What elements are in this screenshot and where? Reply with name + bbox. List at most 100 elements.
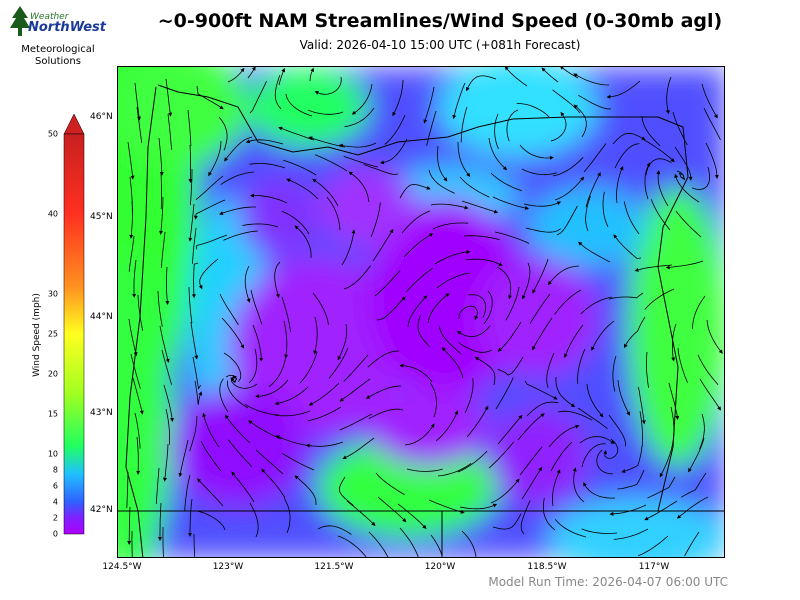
lat-label-44: 44°N xyxy=(90,312,113,322)
streamline xyxy=(230,375,258,389)
streamline xyxy=(616,165,624,204)
streamline xyxy=(202,412,220,448)
streamline xyxy=(494,113,499,150)
streamline xyxy=(547,265,580,286)
streamline xyxy=(701,83,718,119)
streamline xyxy=(703,107,721,141)
streamline xyxy=(218,116,228,151)
streamline xyxy=(691,166,711,191)
streamline xyxy=(429,382,437,418)
streamline xyxy=(188,144,193,183)
streamline xyxy=(546,352,555,388)
streamline xyxy=(460,106,468,143)
streamline xyxy=(178,439,189,478)
streamline xyxy=(314,76,342,95)
streamline xyxy=(314,154,348,172)
streamline xyxy=(190,169,193,206)
colorbar-tick-0: 0 xyxy=(52,529,58,539)
streamline xyxy=(680,472,707,498)
streamline xyxy=(351,83,373,115)
streamline xyxy=(165,78,173,117)
streamline xyxy=(136,436,141,475)
streamline xyxy=(196,234,228,250)
streamline xyxy=(612,132,646,145)
streamline xyxy=(341,229,356,266)
streamline xyxy=(483,290,493,325)
streamline xyxy=(158,137,164,176)
streamline xyxy=(368,531,389,557)
colorbar-tick-2: 2 xyxy=(52,513,58,523)
streamline xyxy=(157,290,163,327)
streamline xyxy=(543,497,556,531)
streamline xyxy=(189,415,198,452)
streamline xyxy=(195,175,224,201)
streamline xyxy=(165,408,170,445)
streamline xyxy=(132,259,137,298)
streamline xyxy=(556,205,578,236)
streamline xyxy=(312,292,329,326)
streamline xyxy=(127,141,135,180)
streamline xyxy=(343,155,379,168)
streamline xyxy=(430,203,469,210)
streamline xyxy=(497,321,522,352)
streamline xyxy=(417,315,431,348)
idaho-border xyxy=(657,116,689,512)
coastline xyxy=(125,86,157,557)
streamline xyxy=(675,210,702,238)
streamline xyxy=(283,320,289,359)
lon-label-121-5: 121.5°W xyxy=(314,562,354,572)
streamline xyxy=(456,325,491,337)
logo-word-northwest: NorthWest xyxy=(28,20,106,35)
lon-label-118-5: 118.5°W xyxy=(527,562,567,572)
streamline xyxy=(160,231,166,268)
streamline xyxy=(438,326,462,355)
streamline xyxy=(368,408,404,419)
streamline xyxy=(250,193,288,204)
streamline xyxy=(525,227,562,233)
valid-time: Valid: 2026-04-10 15:00 UTC (+081h Forec… xyxy=(299,38,581,52)
streamline xyxy=(192,356,202,390)
streamline xyxy=(578,94,612,110)
streamline xyxy=(365,385,402,399)
streamline xyxy=(309,67,314,82)
streamline xyxy=(219,378,229,413)
model-run-time: Model Run Time: 2026-04-07 06:00 UTC xyxy=(488,575,728,589)
streamline xyxy=(541,67,559,83)
logo-sub-line-2: Solutions xyxy=(35,56,81,67)
streamline xyxy=(459,503,498,510)
streamline xyxy=(495,377,514,410)
streamline xyxy=(603,438,619,459)
streamline xyxy=(399,527,419,557)
streamline xyxy=(339,413,373,431)
streamline xyxy=(242,223,279,228)
streamline xyxy=(521,466,543,500)
colorbar-tick-30: 30 xyxy=(47,289,58,299)
streamline xyxy=(159,196,164,235)
streamline xyxy=(581,443,606,468)
streamline xyxy=(647,476,676,499)
streamline xyxy=(227,67,245,83)
streamline xyxy=(551,469,561,507)
streamline xyxy=(423,86,435,124)
streamline xyxy=(674,173,700,203)
streamline xyxy=(665,76,672,115)
streamline xyxy=(552,157,584,177)
streamline xyxy=(343,265,371,290)
streamline xyxy=(188,498,193,537)
streamline xyxy=(521,168,557,176)
streamline xyxy=(602,191,609,228)
streamline xyxy=(248,420,282,440)
streamline xyxy=(261,468,286,499)
streamline xyxy=(294,475,317,506)
streamline xyxy=(161,349,172,385)
streamline xyxy=(677,347,688,383)
streamline xyxy=(187,109,192,146)
streamline xyxy=(193,199,226,220)
streamline xyxy=(126,471,129,509)
streamline xyxy=(198,258,219,290)
streamline xyxy=(128,318,138,357)
streamline xyxy=(659,441,674,478)
streamline xyxy=(705,142,719,179)
lat-label-43: 43°N xyxy=(90,408,113,418)
tree-icon xyxy=(10,6,30,36)
